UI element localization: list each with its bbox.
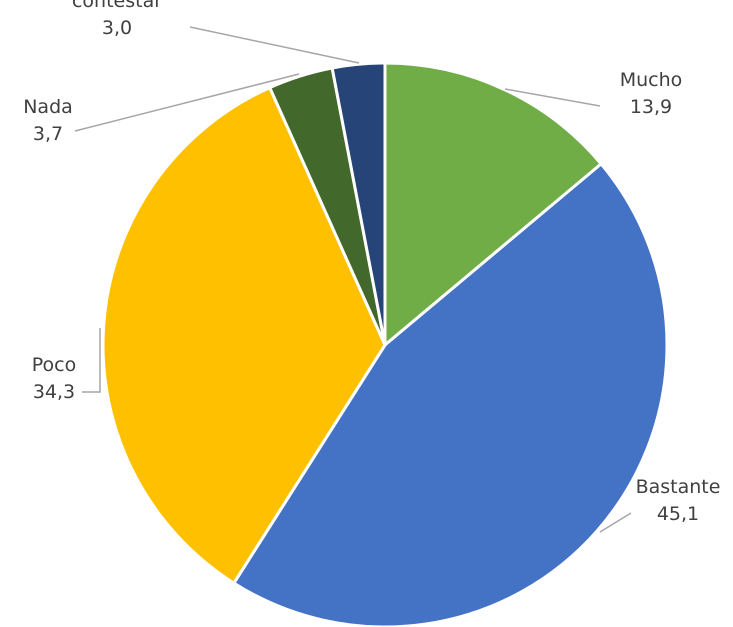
pie-slice-prefieres-no-contestar — [330, 61, 387, 347]
pie-slice-bastante — [232, 162, 669, 627]
data-label-poco: Poco 34,3 — [32, 354, 76, 403]
leader-line-bastante — [599, 512, 632, 533]
leader-line-mucho — [504, 88, 601, 107]
pie-slice-mucho — [383, 61, 603, 347]
leader-line-nada — [74, 73, 300, 132]
pie-slices — [101, 61, 669, 627]
data-label-nada: Nada 3,7 — [23, 96, 73, 145]
pie-slice-poco — [101, 86, 387, 585]
data-label-mucho: Mucho 13,9 — [620, 69, 683, 118]
data-label-prefieres-no-contestar: Prefieres nocontestar3,0 — [61, 0, 174, 39]
leader-lines — [74, 26, 632, 533]
leader-line-poco — [82, 328, 101, 393]
leader-line-prefieres-no-contestar — [189, 26, 360, 64]
data-label-bastante: Bastante 45,1 — [636, 476, 721, 525]
